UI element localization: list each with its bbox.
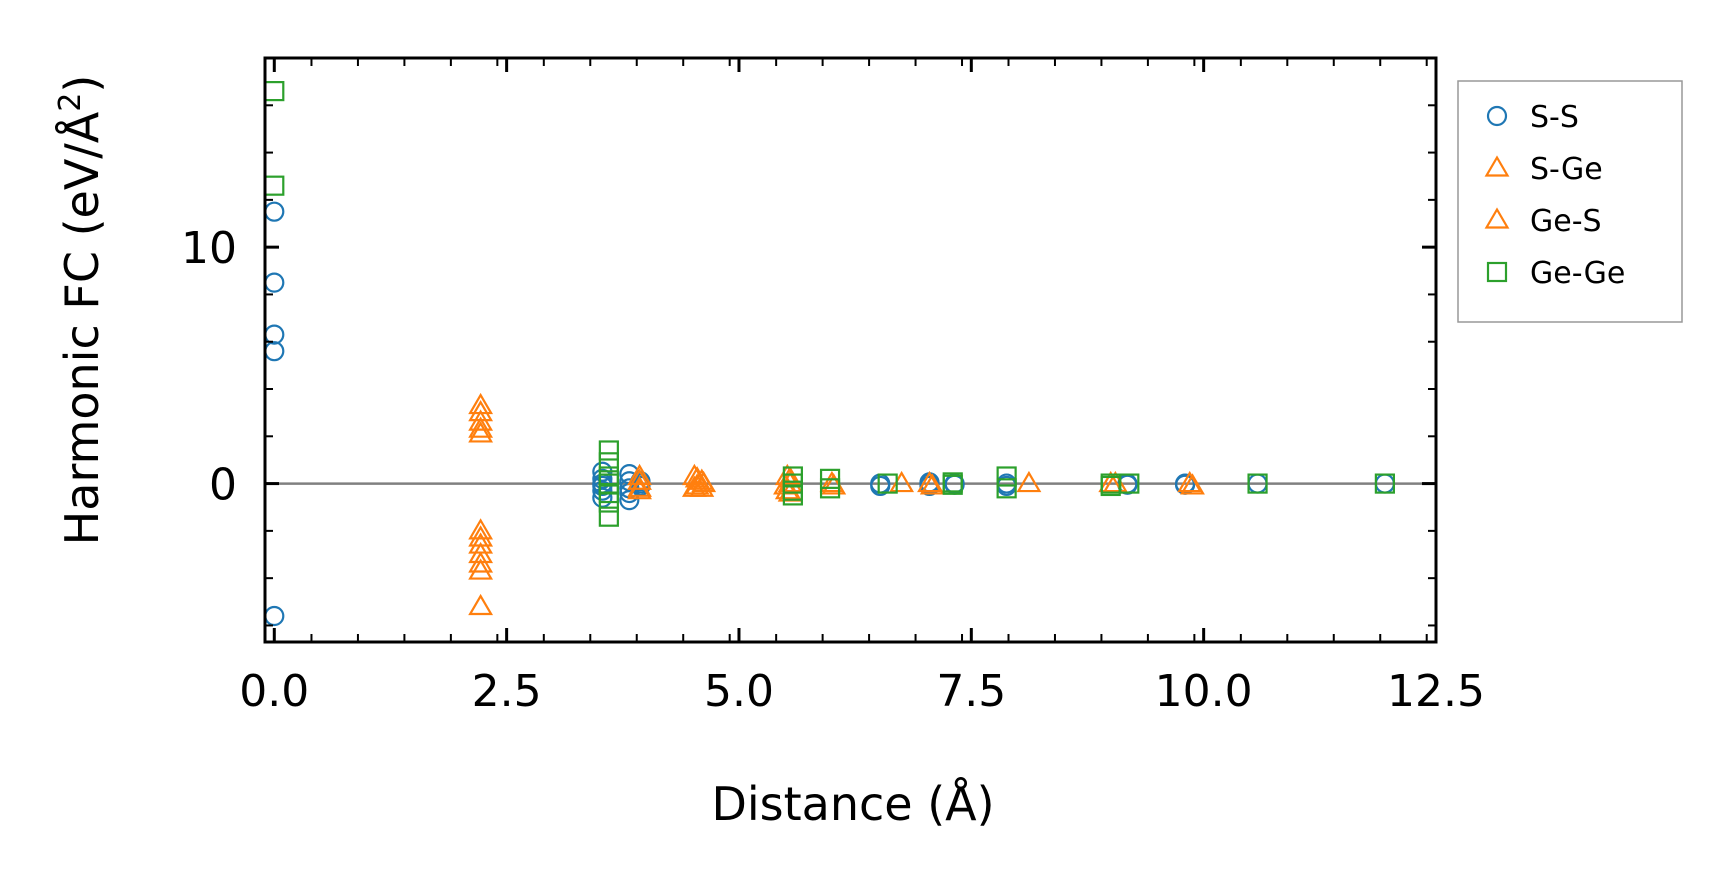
- data-point: [1180, 473, 1205, 495]
- legend: S-S S-Ge Ge-S Ge-Ge: [1457, 80, 1683, 323]
- legend-item: Ge-Ge: [1486, 256, 1625, 291]
- x-tick-label: 0.0: [239, 666, 309, 717]
- y-axis-title-close: ): [55, 75, 109, 93]
- tick-labels-layer: 0.0 2.5 5.0 7.5 10.0 12.5 0 10: [181, 223, 1485, 717]
- x-tick-label: 2.5: [472, 666, 542, 717]
- x-tick-label: 7.5: [936, 666, 1006, 717]
- plot-frame: [263, 56, 1438, 644]
- y-axis-title-main: Harmonic FC (eV/Å: [55, 111, 109, 545]
- data-point: [627, 468, 652, 490]
- legend-item: Ge-S: [1484, 204, 1602, 239]
- legend-label: S-Ge: [1530, 152, 1603, 187]
- legend-marker: [1486, 105, 1508, 127]
- data-point: [1374, 473, 1395, 494]
- data-point: [598, 492, 619, 513]
- data-point: [819, 478, 841, 499]
- legend-label: Ge-S: [1530, 204, 1602, 239]
- series-ge-ge: [264, 81, 1395, 527]
- legend-label: Ge-Ge: [1530, 256, 1625, 291]
- data-point: [996, 466, 1017, 487]
- data-point: [919, 473, 945, 495]
- legend-item: S-S: [1486, 100, 1579, 135]
- y-tick-label: 0: [209, 460, 237, 511]
- data-point: [598, 440, 619, 461]
- x-tick-label: 12.5: [1387, 666, 1485, 717]
- legend-label: S-S: [1530, 100, 1579, 135]
- data-point: [996, 478, 1017, 499]
- data-point: [598, 452, 619, 473]
- data-point: [468, 551, 494, 573]
- y-axis-title-exponent: 2: [53, 93, 88, 112]
- x-tick-label: 10.0: [1155, 666, 1253, 717]
- data-point: [468, 416, 494, 438]
- legend-marker: [1484, 155, 1510, 177]
- legend-marker: [1486, 261, 1508, 283]
- data-point: [1016, 470, 1042, 493]
- data-point: [619, 490, 640, 511]
- data-point: [870, 475, 891, 497]
- legend-item: S-Ge: [1484, 152, 1603, 187]
- data-point: [877, 473, 898, 494]
- data-point: [1177, 470, 1203, 493]
- legend-marker: [1484, 207, 1510, 229]
- data-point: [691, 470, 717, 493]
- data-point: [468, 421, 494, 443]
- data-point: [627, 463, 652, 486]
- data-point: [592, 480, 613, 501]
- data-point: [1119, 473, 1140, 494]
- data-point: [468, 593, 494, 616]
- data-points-layer: [264, 81, 1395, 627]
- data-point: [468, 558, 494, 580]
- data-point: [684, 473, 710, 495]
- y-tick-label: 10: [181, 223, 237, 274]
- data-point: [598, 506, 619, 527]
- y-axis-title: Harmonic FC (eV/Å2): [53, 75, 109, 546]
- x-axis-title: Distance (Å): [711, 777, 994, 831]
- data-point: [627, 475, 652, 497]
- data-point: [782, 485, 803, 506]
- legend-items: S-S S-Ge Ge-S Ge-Ge: [1484, 100, 1625, 291]
- data-point: [1247, 473, 1268, 494]
- data-point: [942, 474, 963, 495]
- x-tick-label: 5.0: [704, 666, 774, 717]
- data-point: [917, 470, 942, 493]
- data-point: [468, 518, 494, 540]
